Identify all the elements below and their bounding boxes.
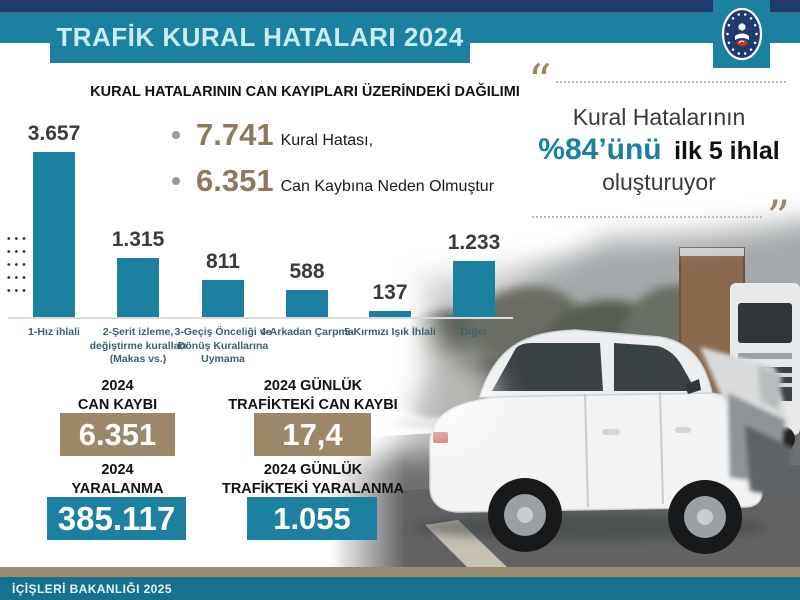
bullet-fatalities: 6.351 Can Kaybına Neden Olmuştur xyxy=(172,160,532,202)
dots-decoration-icon xyxy=(4,231,27,300)
stat-label-gunluk-yaralanma: 2024 GÜNLÜK TRAFİKTEKİ YARALANMA xyxy=(221,462,405,497)
ministry-emblem-block xyxy=(713,0,770,68)
dotted-divider xyxy=(532,216,763,219)
bullet-rule-errors: 7.741 Kural Hatası, xyxy=(172,114,532,156)
stat-box-gunluk-yaralanma: 1.055 xyxy=(247,497,377,540)
bar-category-0: 1-Hız ihlali xyxy=(28,326,80,338)
bar-category-1: 2-Şerit izleme, değiştirme kuralları (Ma… xyxy=(89,326,187,366)
top-navy-strip xyxy=(0,0,800,12)
close-quote-icon: ” xyxy=(766,189,790,244)
bullet-dot-icon xyxy=(172,130,180,139)
footer-taupe-stripe xyxy=(0,567,800,577)
quote-line2-rest: ilk 5 ihlal xyxy=(674,136,780,165)
rule-errors-value: 7.741 xyxy=(196,117,274,152)
stat-label-gunluk-can-kaybi: 2024 GÜNLÜK TRAFİKTEKİ CAN KAYBI xyxy=(228,378,398,413)
stat-box-yaralanma: 385.117 xyxy=(47,497,186,540)
bar-value-2: 811 xyxy=(206,250,240,273)
bar-1 xyxy=(117,258,159,317)
bar-value-1: 1.315 xyxy=(111,228,165,251)
quote-line2: %84’ünü ilk 5 ihlal xyxy=(528,133,790,167)
bar-3 xyxy=(286,290,328,317)
stat-label-yaralanma: 2024 YARALANMA xyxy=(71,462,164,497)
stat-box-gunluk-can-kaybi: 17,4 xyxy=(254,413,371,456)
quote-highlight: %84’ünü xyxy=(538,132,662,166)
bullet-dot-icon xyxy=(172,176,180,185)
footer-text: İÇİŞLERİ BAKANLIĞI 2025 xyxy=(12,581,172,596)
crashed-car xyxy=(412,329,792,554)
open-quote-icon: “ xyxy=(528,54,552,108)
title-banner: TRAFİK KURAL HATALARI 2024 xyxy=(50,12,470,63)
quote-line3: oluşturuyor xyxy=(602,168,716,195)
bar-2 xyxy=(202,280,244,317)
quote-open-row: “ xyxy=(528,54,790,108)
stat-box-can-kaybi: 6.351 xyxy=(60,413,175,456)
quote-line1: Kural Hatalarının xyxy=(572,103,746,130)
bar-value-0: 3.657 xyxy=(27,122,81,145)
rule-errors-label: Kural Hatası, xyxy=(280,132,374,149)
key-figures: 7.741 Kural Hatası, 6.351 Can Kaybına Ne… xyxy=(172,114,532,206)
quote-close-row: ” xyxy=(528,189,790,244)
ministry-of-interior-emblem-icon xyxy=(721,7,762,61)
quote-block: “ Kural Hatalarının %84’ünü ilk 5 ihlal … xyxy=(528,54,790,244)
bar-category-2: 3-Geçiş Önceliği ve Dönüş Kurallarına Uy… xyxy=(174,326,272,366)
stat-label-can-kaybi: 2024 CAN KAYBI xyxy=(77,378,158,413)
page-title: TRAFİK KURAL HATALARI 2024 xyxy=(56,22,464,52)
dotted-divider xyxy=(555,80,786,83)
fatalities-value: 6.351 xyxy=(196,162,274,198)
fatalities-label: Can Kaybına Neden Olmuştur xyxy=(280,177,495,195)
bar-0 xyxy=(33,152,75,317)
footer-bar: İÇİŞLERİ BAKANLIĞI 2025 xyxy=(0,577,800,600)
chart-title: KURAL HATALARININ CAN KAYIPLARI ÜZERİNDE… xyxy=(90,84,520,100)
